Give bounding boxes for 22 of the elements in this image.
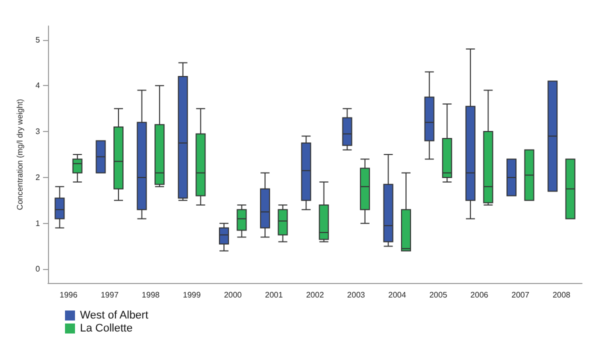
- x-tick-label: 2000: [224, 290, 242, 300]
- x-tick-label: 1996: [60, 290, 78, 300]
- x-tick-label: 2006: [470, 290, 489, 300]
- legend-label: La Collette: [80, 322, 133, 334]
- x-tick-label: 1999: [182, 290, 202, 300]
- y-tick-label: 5: [36, 35, 41, 44]
- x-tick-label: 2003: [347, 290, 366, 300]
- x-tick-label: 2004: [388, 290, 407, 300]
- y-tick-label: 4: [36, 81, 41, 90]
- y-tick-label: 1: [36, 218, 41, 228]
- y-tick-label: 2: [36, 172, 41, 182]
- y-tick-label: 0: [36, 264, 41, 274]
- x-tick-label: 2005: [429, 290, 448, 300]
- x-tick-label: 2001: [265, 290, 284, 300]
- x-tick-label: 1998: [142, 290, 160, 300]
- x-tick-label: 1997: [100, 290, 120, 300]
- y-tick-label: 3: [36, 127, 41, 136]
- y-axis-title: Concentration (mg/l dry weight): [16, 98, 24, 210]
- x-tick-label: 2002: [306, 290, 324, 300]
- legend-label: West of Albert: [80, 310, 148, 322]
- x-tick-label: 2007: [511, 290, 530, 300]
- x-tick-label: 2008: [552, 290, 571, 300]
